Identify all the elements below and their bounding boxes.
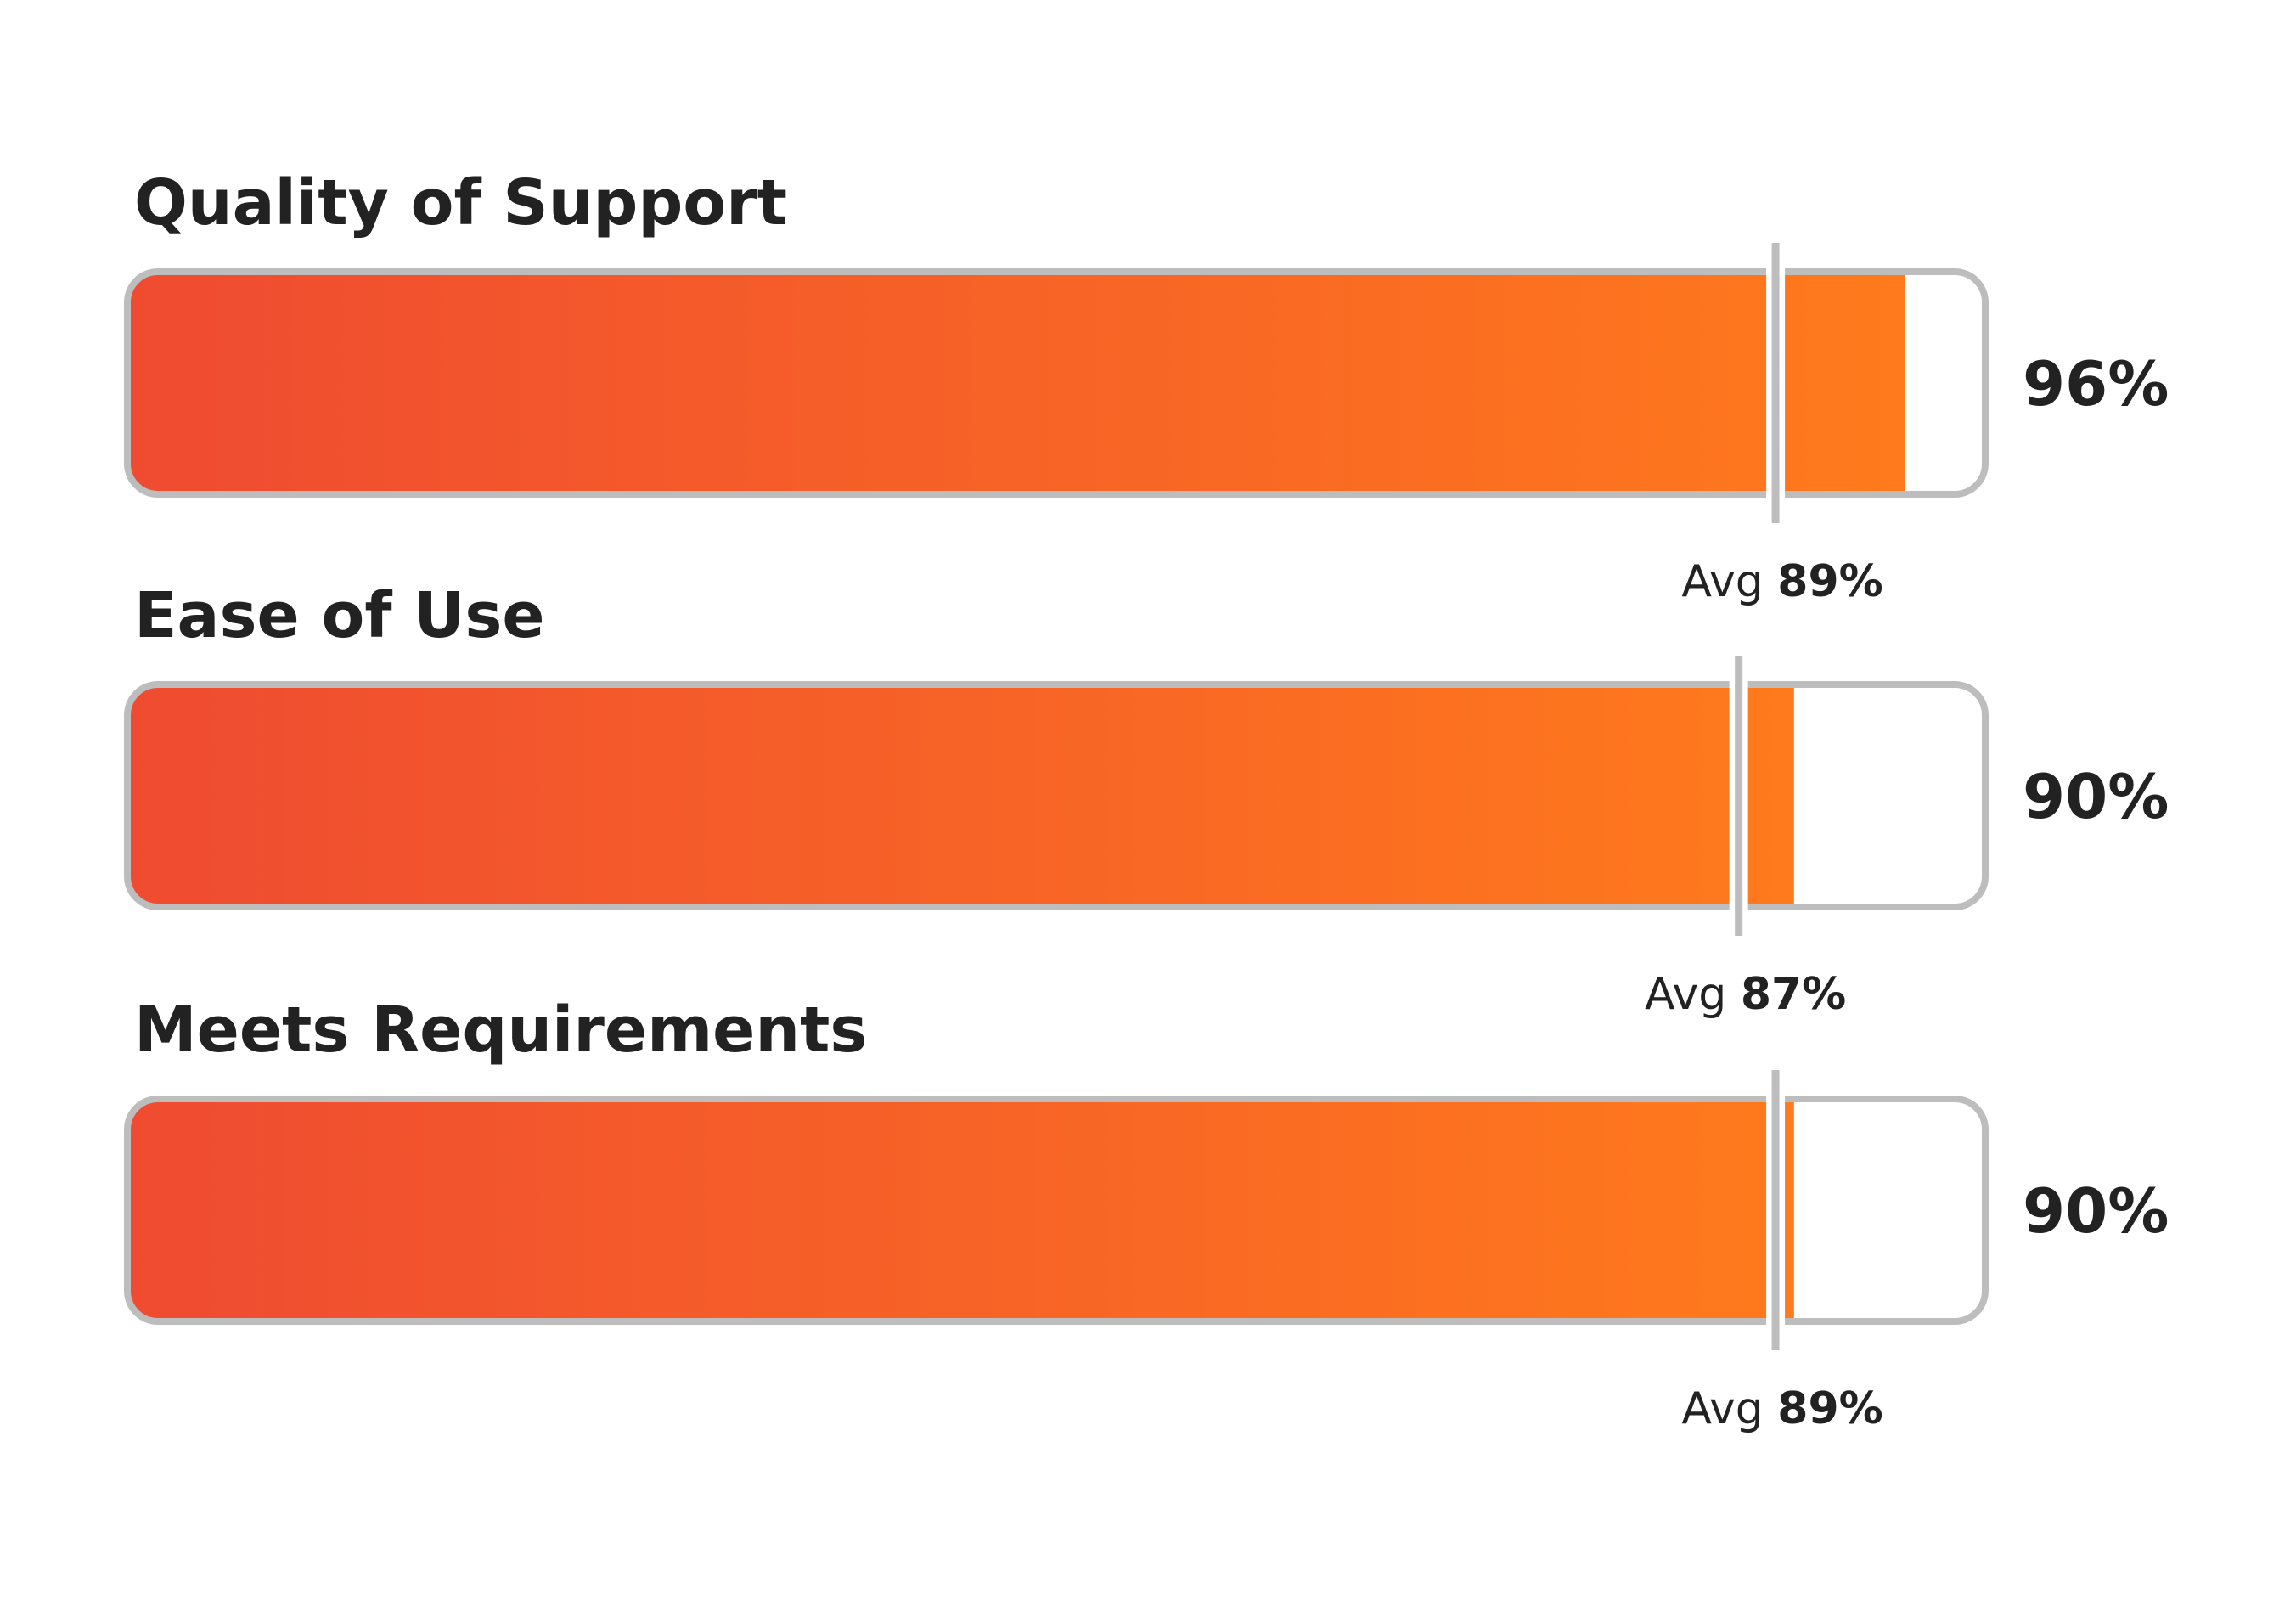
bar-row: Meets Requirements Avg 89% 90% (124, 994, 2169, 1434)
avg-value: 89% (1777, 556, 1882, 607)
avg-prefix: Avg (1681, 556, 1777, 607)
bar-track-border (124, 681, 1989, 910)
category-label: Ease of Use (134, 579, 545, 652)
avg-label: Avg 89% (1681, 556, 1882, 607)
avg-prefix: Avg (1645, 969, 1741, 1020)
bar-row: Quality of Support Avg 89% 96% (124, 166, 2169, 607)
bar-fill (127, 272, 1905, 494)
category-label: Quality of Support (134, 166, 787, 239)
avg-label: Avg 87% (1645, 969, 1846, 1020)
value-label: 90% (2023, 1175, 2169, 1247)
value-label: 90% (2023, 761, 2169, 832)
bar-track-border (124, 268, 1989, 498)
bar-row: Ease of Use Avg 87% 90% (124, 579, 2169, 1020)
bar-track-border (124, 1096, 1989, 1325)
avg-prefix: Avg (1681, 1383, 1777, 1434)
category-label: Meets Requirements (134, 994, 867, 1067)
value-label: 96% (2023, 348, 2169, 420)
avg-value: 89% (1777, 1383, 1882, 1434)
bar-fill (127, 1099, 1794, 1321)
bar-fill (127, 684, 1794, 907)
avg-label: Avg 89% (1681, 1383, 1882, 1434)
avg-value: 87% (1741, 969, 1846, 1020)
